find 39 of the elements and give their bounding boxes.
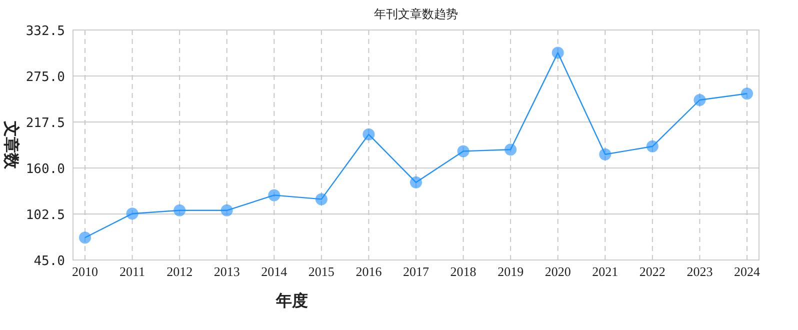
y-tick-label: 332.5 bbox=[26, 24, 65, 39]
point bbox=[504, 144, 517, 156]
y-tick-label: 45.0 bbox=[34, 254, 65, 269]
x-tick-label: 2022 bbox=[639, 264, 666, 279]
point bbox=[174, 204, 186, 216]
y-axis-title: 文章数 bbox=[2, 120, 21, 170]
y-tick-label: 275.0 bbox=[26, 70, 65, 85]
x-tick-label: 2021 bbox=[592, 264, 618, 279]
point bbox=[268, 189, 280, 202]
x-tick-label: 2018 bbox=[450, 264, 476, 279]
x-axis-title: 年度 bbox=[275, 291, 308, 310]
point bbox=[220, 204, 233, 216]
point bbox=[457, 145, 470, 158]
y-tick-label: 217.5 bbox=[26, 116, 65, 131]
point bbox=[741, 88, 753, 100]
point bbox=[410, 176, 422, 188]
x-tick-label: 2015 bbox=[308, 264, 334, 279]
chart-title: 年刊文章数趋势 bbox=[374, 7, 458, 21]
x-tick-label: 2016 bbox=[356, 264, 382, 279]
x-tick-label: 2019 bbox=[498, 264, 524, 279]
x-tick-label: 2012 bbox=[166, 264, 193, 279]
x-tick-label: 2010 bbox=[72, 264, 98, 279]
x-tick-label: 2013 bbox=[214, 264, 240, 279]
point bbox=[694, 94, 706, 106]
point bbox=[552, 46, 564, 59]
y-tick-label: 160.0 bbox=[26, 162, 65, 177]
y-tick-label: 102.5 bbox=[26, 208, 65, 223]
point bbox=[79, 232, 91, 244]
x-tick-label: 2014 bbox=[261, 264, 288, 279]
x-tick-label: 2017 bbox=[403, 264, 430, 279]
x-tick-label: 2024 bbox=[734, 264, 760, 279]
point bbox=[362, 128, 375, 140]
point bbox=[599, 148, 612, 160]
x-tick-label: 2023 bbox=[686, 264, 713, 279]
x-tick-label: 2020 bbox=[544, 264, 571, 279]
point bbox=[126, 208, 138, 220]
point bbox=[646, 140, 658, 152]
point bbox=[315, 193, 328, 206]
x-tick-label: 2011 bbox=[120, 264, 146, 279]
